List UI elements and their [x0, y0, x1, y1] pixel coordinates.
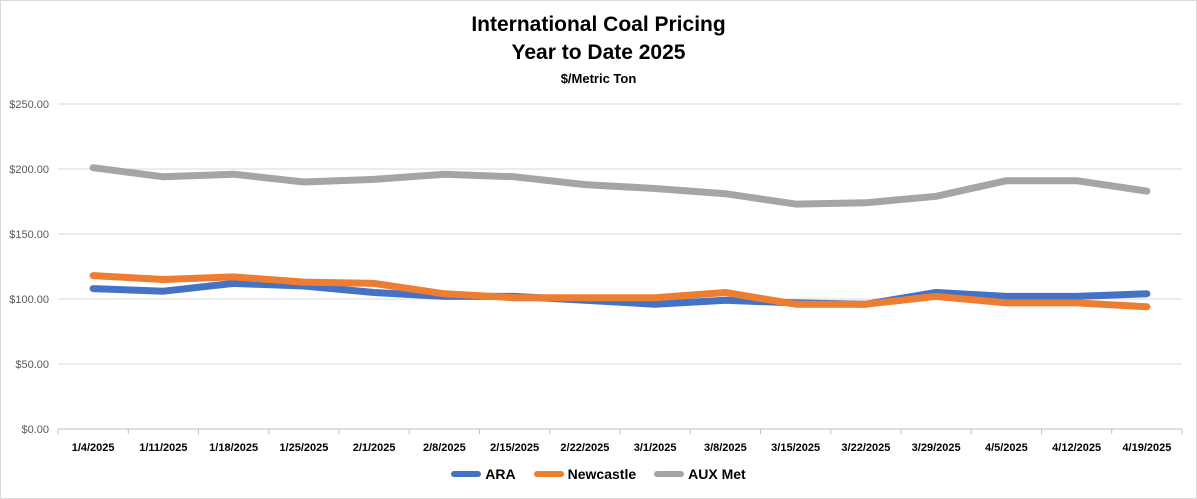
x-tick-label: 1/18/2025	[209, 442, 258, 454]
x-tick-label: 4/12/2025	[1052, 442, 1101, 454]
series-line-aux-met	[93, 168, 1147, 204]
legend-swatch-aux-met	[654, 471, 684, 477]
x-tick-label: 2/8/2025	[423, 442, 466, 454]
x-tick-label: 3/15/2025	[771, 442, 820, 454]
y-tick-label: $200.00	[9, 164, 49, 176]
y-tick-label: $0.00	[21, 424, 49, 436]
chart-legend: ARA Newcastle AUX Met	[0, 466, 1197, 482]
x-tick-label: 2/22/2025	[560, 442, 609, 454]
x-tick-label: 3/8/2025	[704, 442, 747, 454]
x-tick-label: 3/29/2025	[912, 442, 961, 454]
x-tick-label: 3/22/2025	[841, 442, 890, 454]
line-chart: $0.00 $50.00 $100.00 $150.00 $200.00 $250.00 1…	[0, 0, 1197, 499]
x-tick-label: 1/11/2025	[139, 442, 187, 454]
x-tick-label: 4/19/2025	[1122, 442, 1171, 454]
legend-swatch-ara	[451, 471, 481, 477]
x-tick-label: 1/25/2025	[279, 442, 328, 454]
legend-label-newcastle: Newcastle	[568, 466, 636, 482]
x-tick-label: 1/4/2025	[72, 442, 115, 454]
x-tick-label: 2/15/2025	[490, 442, 539, 454]
legend-swatch-newcastle	[534, 471, 564, 477]
x-tick-label: 3/1/2025	[634, 442, 677, 454]
y-tick-label: $250.00	[9, 99, 49, 111]
legend-label-ara: ARA	[485, 466, 515, 482]
legend-item-aux-met: AUX Met	[654, 466, 746, 482]
y-tick-label: $50.00	[15, 359, 49, 371]
x-tick-label: 2/1/2025	[353, 442, 396, 454]
legend-label-aux-met: AUX Met	[688, 466, 746, 482]
y-tick-label: $100.00	[9, 294, 49, 306]
x-tick-label: 4/5/2025	[985, 442, 1028, 454]
y-tick-label: $150.00	[9, 229, 49, 241]
legend-item-newcastle: Newcastle	[534, 466, 636, 482]
legend-item-ara: ARA	[451, 466, 515, 482]
